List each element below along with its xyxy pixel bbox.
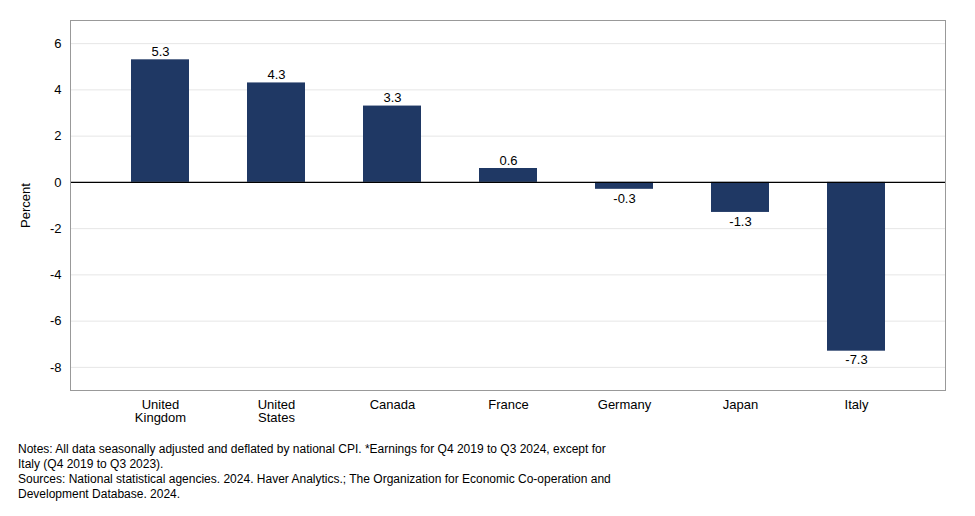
svg-text:-2: -2 [50, 221, 62, 236]
svg-text:5.3: 5.3 [151, 44, 169, 59]
svg-text:UnitedKingdom: UnitedKingdom [135, 397, 186, 425]
html-text:Development Database. 2024.: Development Database. 2024. [18, 487, 181, 501]
svg-text:6: 6 [54, 36, 61, 51]
svg-text:-1.3: -1.3 [729, 214, 751, 229]
svg-text:-4: -4 [50, 267, 62, 282]
svg-text:-8: -8 [50, 360, 62, 375]
svg-text:4.3: 4.3 [267, 67, 285, 82]
svg-text:2: 2 [54, 128, 61, 143]
html-text:Sources: National statistical: Sources: National statistical agencies. … [18, 472, 611, 486]
svg-text:Italy: Italy [845, 397, 869, 412]
svg-text:0: 0 [54, 175, 61, 190]
svg-text:0.6: 0.6 [499, 153, 517, 168]
svg-text:Percent: Percent [18, 183, 33, 228]
html-text:Italy (Q4 2019 to Q3 2023).: Italy (Q4 2019 to Q3 2023). [18, 457, 164, 471]
svg-text:France: France [488, 397, 528, 412]
svg-text:Canada: Canada [370, 397, 416, 412]
svg-text:Japan: Japan [723, 397, 758, 412]
svg-text:Germany: Germany [598, 397, 652, 412]
svg-text:3.3: 3.3 [383, 90, 401, 105]
svg-text:-7.3: -7.3 [845, 352, 867, 367]
html-text:Notes: All data seasonally adj: Notes: All data seasonally adjusted and … [18, 442, 606, 456]
svg-text:UnitedStates: UnitedStates [258, 397, 296, 425]
svg-text:-0.3: -0.3 [613, 191, 635, 206]
svg-text:-6: -6 [50, 313, 62, 328]
svg-text:4: 4 [54, 82, 61, 97]
